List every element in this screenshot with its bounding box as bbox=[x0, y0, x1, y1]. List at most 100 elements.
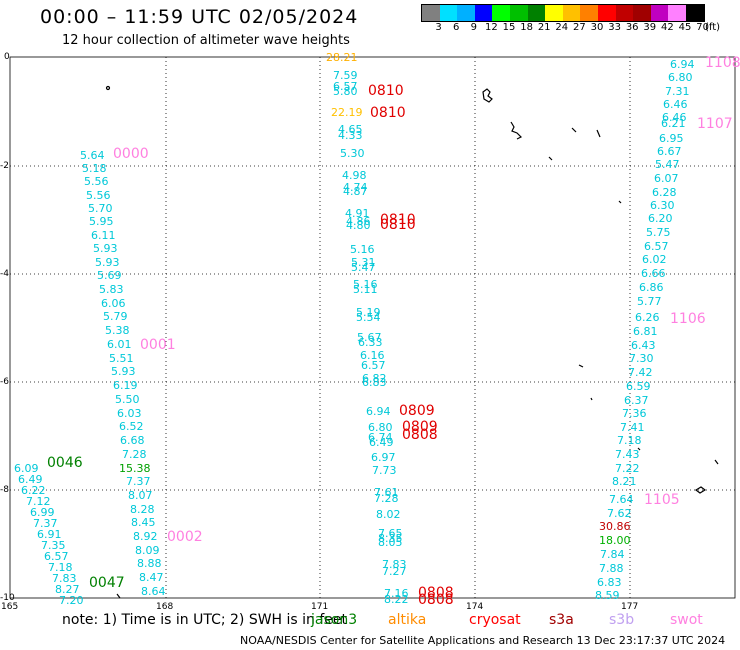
wave-height-value: 7.64 bbox=[609, 493, 634, 506]
island-icon bbox=[590, 397, 593, 401]
wave-height-value: 7.35 bbox=[41, 539, 66, 552]
island-icon bbox=[578, 364, 584, 368]
wave-height-value: 5.64 bbox=[80, 149, 105, 162]
wave-height-value: 7.83 bbox=[52, 572, 77, 585]
color-scale-label: 33 bbox=[608, 22, 621, 33]
x-tick-label: 171 bbox=[311, 602, 329, 612]
wave-height-value: 8.59 bbox=[595, 589, 620, 602]
wave-height-value: 8.02 bbox=[376, 508, 401, 521]
x-tick-label: 174 bbox=[466, 602, 484, 612]
wave-height-value: 4.91 bbox=[345, 207, 370, 220]
wave-height-value: 6.49 bbox=[369, 436, 394, 449]
wave-height-value: 5.16 bbox=[353, 278, 378, 291]
wave-height-value: 6.30 bbox=[650, 199, 675, 212]
wave-height-value: 4.74 bbox=[343, 181, 368, 194]
color-swatch bbox=[562, 5, 581, 21]
wave-height-value: 6.37 bbox=[624, 394, 649, 407]
wave-height-value: 6.02 bbox=[642, 253, 667, 266]
color-scale-label: 27 bbox=[573, 22, 586, 33]
color-swatch bbox=[545, 5, 563, 21]
wave-height-value: 7.84 bbox=[600, 548, 625, 561]
pass-time-tag: 1106 bbox=[670, 311, 706, 327]
wave-height-value: 6.21 bbox=[661, 117, 686, 130]
island-outlines bbox=[105, 85, 719, 599]
wave-height-value: 5.51 bbox=[109, 352, 134, 365]
color-swatch bbox=[668, 5, 686, 21]
wave-height-value: 8.21 bbox=[612, 475, 637, 488]
satellite-legend-swot: swot bbox=[670, 612, 703, 628]
pass-time-tag: 0810 bbox=[380, 217, 416, 233]
wave-height-value: 6.83 bbox=[362, 376, 387, 389]
wave-height-value: 5.93 bbox=[111, 365, 136, 378]
wave-height-value: 7.36 bbox=[622, 407, 647, 420]
pass-time-tag: 1108 bbox=[705, 55, 740, 71]
map-title: 00:00 – 11:59 UTC 02/05/2024 bbox=[40, 6, 359, 28]
pass-time-tag: 0810 bbox=[380, 212, 416, 228]
wave-height-value: 5.30 bbox=[340, 147, 365, 160]
wave-height-value: 5.75 bbox=[646, 226, 671, 239]
pass-time-tag: 0809 bbox=[402, 419, 438, 435]
color-scale-label: 6 bbox=[453, 22, 460, 33]
wave-height-value: 7.12 bbox=[26, 495, 51, 508]
pass-time-tag: 0046 bbox=[47, 455, 83, 471]
wave-height-value: 5.95 bbox=[89, 215, 114, 228]
wave-height-value: 6.66 bbox=[641, 267, 666, 280]
color-scale-label: 24 bbox=[555, 22, 569, 33]
wave-height-value: 6.95 bbox=[659, 132, 684, 145]
wave-height-value: 5.93 bbox=[95, 256, 120, 269]
wave-height-value: 4.98 bbox=[342, 169, 367, 182]
wave-height-value: 7.31 bbox=[665, 85, 690, 98]
color-swatch bbox=[685, 5, 704, 21]
island-icon bbox=[571, 127, 577, 133]
wave-height-value: 8.28 bbox=[130, 503, 155, 516]
wave-height-value: 7.22 bbox=[615, 462, 640, 475]
wave-height-value: 6.80 bbox=[368, 421, 393, 434]
wave-height-value: 8.47 bbox=[139, 571, 164, 584]
wave-height-value: 6.07 bbox=[654, 172, 679, 185]
island-icon bbox=[510, 121, 523, 140]
wave-height-value: 6.81 bbox=[633, 325, 658, 338]
wave-height-value: 6.49 bbox=[18, 473, 43, 486]
wave-height-value: 7.42 bbox=[628, 366, 653, 379]
wave-height-value: 7.28 bbox=[374, 492, 399, 505]
y-tick-label: -8 bbox=[0, 485, 9, 495]
wave-height-value: 5.47 bbox=[655, 158, 680, 171]
color-swatch bbox=[474, 5, 493, 21]
wave-height-value: 8.45 bbox=[131, 516, 156, 529]
wave-height-value: 6.80 bbox=[668, 71, 693, 84]
wave-height-value: 18.00 bbox=[599, 534, 631, 547]
y-tick-label: -2 bbox=[0, 161, 9, 171]
wave-height-value: 6.91 bbox=[37, 528, 62, 541]
wave-height-value: 6.43 bbox=[631, 339, 656, 352]
wave-height-value: 5.70 bbox=[88, 202, 113, 215]
satellite-legend-cryosat: cryosat bbox=[469, 612, 521, 628]
wave-height-value: 6.52 bbox=[119, 420, 144, 433]
pass-time-tag: 0001 bbox=[140, 337, 176, 353]
color-swatch bbox=[650, 5, 669, 21]
satellite-legend-s3a: s3a bbox=[549, 612, 574, 628]
pass-time-tag: 0047 bbox=[89, 575, 125, 591]
wave-height-value: 6.57 bbox=[644, 240, 669, 253]
wave-height-value: 8.07 bbox=[128, 489, 153, 502]
color-swatch bbox=[509, 5, 528, 21]
footnote: note: 1) Time is in UTC; 2) SWH is in fe… bbox=[62, 612, 348, 628]
y-tick-label: -6 bbox=[0, 377, 9, 387]
wave-height-value: 5.19 bbox=[356, 306, 381, 319]
wave-height-value: 8.05 bbox=[378, 536, 403, 549]
island-icon bbox=[596, 129, 601, 138]
wave-height-value: 6.97 bbox=[371, 451, 396, 464]
wave-height-value: 6.16 bbox=[360, 349, 385, 362]
footer-credit: NOAA/NESDIS Center for Satellite Applica… bbox=[240, 634, 726, 647]
color-swatch bbox=[422, 5, 440, 21]
pass-time-tag: 0808 bbox=[418, 585, 454, 601]
color-swatch bbox=[492, 5, 510, 21]
pass-time-tag: 0809 bbox=[399, 403, 435, 419]
wave-height-value: 5.11 bbox=[353, 283, 378, 296]
island-icon bbox=[116, 593, 121, 599]
pass-time-tag: 1107 bbox=[697, 116, 733, 132]
wave-height-value: 6.74 bbox=[368, 431, 393, 444]
wave-height-value: 5.56 bbox=[84, 175, 109, 188]
wave-height-value: 4.80 bbox=[346, 219, 371, 232]
wave-height-value: 6.59 bbox=[626, 380, 651, 393]
